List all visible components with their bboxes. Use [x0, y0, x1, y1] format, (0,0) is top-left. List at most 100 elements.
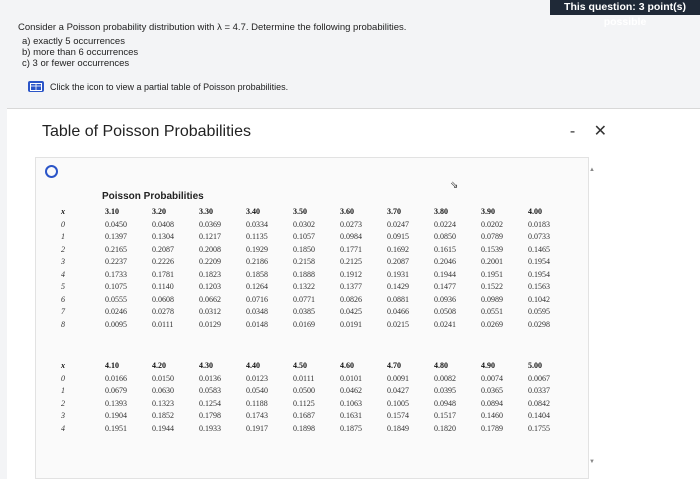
probability-cell: 0.1042	[528, 294, 550, 304]
probability-cell: 0.2165	[105, 244, 127, 254]
probability-cell: 0.1393	[105, 398, 127, 408]
x-value: 3	[61, 257, 65, 267]
probability-cell: 0.1755	[528, 423, 550, 433]
x-value: 0	[61, 373, 65, 383]
probability-cell: 0.1404	[528, 411, 550, 421]
probability-cell: 0.1063	[340, 398, 362, 408]
probability-cell: 0.1188	[246, 398, 268, 408]
probability-cell: 0.1798	[199, 411, 221, 421]
probability-cell: 0.0202	[481, 219, 503, 229]
probability-cell: 0.0111	[152, 319, 174, 329]
probability-cell: 0.1429	[387, 282, 409, 292]
probability-cell: 0.1135	[246, 232, 268, 242]
probability-cell: 0.2001	[481, 257, 503, 267]
x-value: 6	[61, 294, 65, 304]
probability-cell: 0.1323	[152, 398, 174, 408]
probability-cell: 0.0842	[528, 398, 550, 408]
probability-cell: 0.2237	[105, 257, 127, 267]
probability-cell: 0.0191	[340, 319, 362, 329]
probability-cell: 0.1858	[246, 269, 268, 279]
part-b: b) more than 6 occurrences	[22, 47, 139, 58]
table-row: 4 0.1733 0.1781 0.1823 0.1858 0.1888 0.1912 0.1…	[58, 268, 575, 281]
probability-cell: 0.1140	[152, 282, 174, 292]
probability-cell: 0.1254	[199, 398, 221, 408]
close-button[interactable]: ✕	[593, 123, 607, 140]
lambda-header: 3.50	[293, 206, 307, 216]
probability-cell: 0.0948	[434, 398, 456, 408]
hint-text: Click the icon to view a partial table o…	[50, 81, 289, 92]
probability-cell: 0.1888	[293, 269, 315, 279]
minimize-button[interactable]: -	[569, 123, 576, 140]
probability-cell: 0.0540	[246, 386, 268, 396]
probability-cell: 0.1904	[105, 411, 127, 421]
probability-cell: 0.0091	[387, 373, 409, 383]
lambda-header: 3.10	[105, 206, 119, 216]
probability-cell: 0.1944	[152, 423, 174, 433]
probability-cell: 0.1692	[387, 244, 409, 254]
probability-cell: 0.1397	[105, 232, 127, 242]
probability-cell: 0.1951	[481, 269, 503, 279]
lambda-header: 3.40	[246, 206, 260, 216]
probability-cell: 0.0241	[434, 319, 456, 329]
probability-cell: 0.0984	[340, 232, 362, 242]
probability-cell: 0.0183	[528, 219, 550, 229]
probability-cell: 0.0302	[293, 219, 315, 229]
probability-cell: 0.0662	[199, 294, 221, 304]
probability-cell: 0.1377	[340, 282, 362, 292]
back-icon[interactable]	[45, 165, 58, 178]
table-hint[interactable]: Click the icon to view a partial table o…	[28, 81, 288, 92]
x-value: 3	[61, 411, 65, 421]
table-row: 7 0.0246 0.0278 0.0312 0.0348 0.0385 0.0425 0.0…	[58, 306, 575, 319]
lambda-header: 3.70	[387, 206, 401, 216]
probability-cell: 0.0095	[105, 319, 127, 329]
probability-cell: 0.0555	[105, 294, 127, 304]
probability-cell: 0.0166	[105, 373, 127, 383]
probability-cell: 0.0298	[528, 319, 550, 329]
probability-cell: 0.1898	[293, 423, 315, 433]
scroll-up-icon[interactable]: ▲	[589, 167, 595, 173]
probability-cell: 0.0129	[199, 319, 221, 329]
scrollbar[interactable]: ▲ ▼	[587, 157, 597, 477]
lambda-header: 3.20	[152, 206, 166, 216]
table-row: 2 0.2165 0.2087 0.2008 0.1929 0.1850 0.1771 0.1…	[58, 243, 575, 256]
header-row: x 4.10 4.20 4.30 4.40 4.50 4.60 4.70 4.80 4.90 5.0…	[58, 358, 575, 372]
probability-cell: 0.1944	[434, 269, 456, 279]
probability-cell: 0.0067	[528, 373, 550, 383]
probability-cell: 0.0608	[152, 294, 174, 304]
probability-cell: 0.0365	[481, 386, 503, 396]
probability-cell: 0.0334	[246, 219, 268, 229]
probability-cell: 0.0894	[481, 398, 503, 408]
probability-cell: 0.0101	[340, 373, 362, 383]
probability-cell: 0.0136	[199, 373, 221, 383]
probability-cell: 0.1733	[105, 269, 127, 279]
x-value: 4	[61, 269, 65, 279]
lambda-header: 4.70	[387, 360, 401, 370]
probability-cell: 0.0395	[434, 386, 456, 396]
table-icon[interactable]	[28, 81, 44, 92]
question-parts: a) exactly 5 occurrences b) more than 6 …	[22, 36, 138, 69]
probability-cell: 0.1075	[105, 282, 127, 292]
modal-controls: - ✕	[556, 121, 607, 141]
x-value: 5	[61, 282, 65, 292]
probability-cell: 0.1954	[528, 269, 550, 279]
probability-cell: 0.2087	[387, 257, 409, 267]
probability-cell: 0.1522	[481, 282, 503, 292]
table-row: 1 0.0679 0.0630 0.0583 0.0540 0.0500 0.0462 0.0…	[58, 385, 575, 398]
x-value: 0	[61, 219, 65, 229]
probability-cell: 0.0551	[481, 307, 503, 317]
probability-cell: 0.0247	[387, 219, 409, 229]
probability-cell: 0.0082	[434, 373, 456, 383]
probability-cell: 0.0789	[481, 232, 503, 242]
header-row: x 3.10 3.20 3.30 3.40 3.50 3.60 3.70 3.80 3.90 4.0…	[58, 204, 575, 218]
lambda-header: 3.80	[434, 206, 448, 216]
probability-cell: 0.0733	[528, 232, 550, 242]
probability-cell: 0.2087	[152, 244, 174, 254]
scroll-down-icon[interactable]: ▼	[589, 459, 595, 465]
probability-cell: 0.2209	[199, 257, 221, 267]
table-row: 3 0.2237 0.2226 0.2209 0.2186 0.2158 0.2125 0.2…	[58, 256, 575, 269]
table-row: 3 0.1904 0.1852 0.1798 0.1743 0.1687 0.1631 0.1…	[58, 410, 575, 423]
probability-cell: 0.0466	[387, 307, 409, 317]
probability-cell: 0.1875	[340, 423, 362, 433]
probability-cell: 0.0273	[340, 219, 362, 229]
probability-cell: 0.0246	[105, 307, 127, 317]
